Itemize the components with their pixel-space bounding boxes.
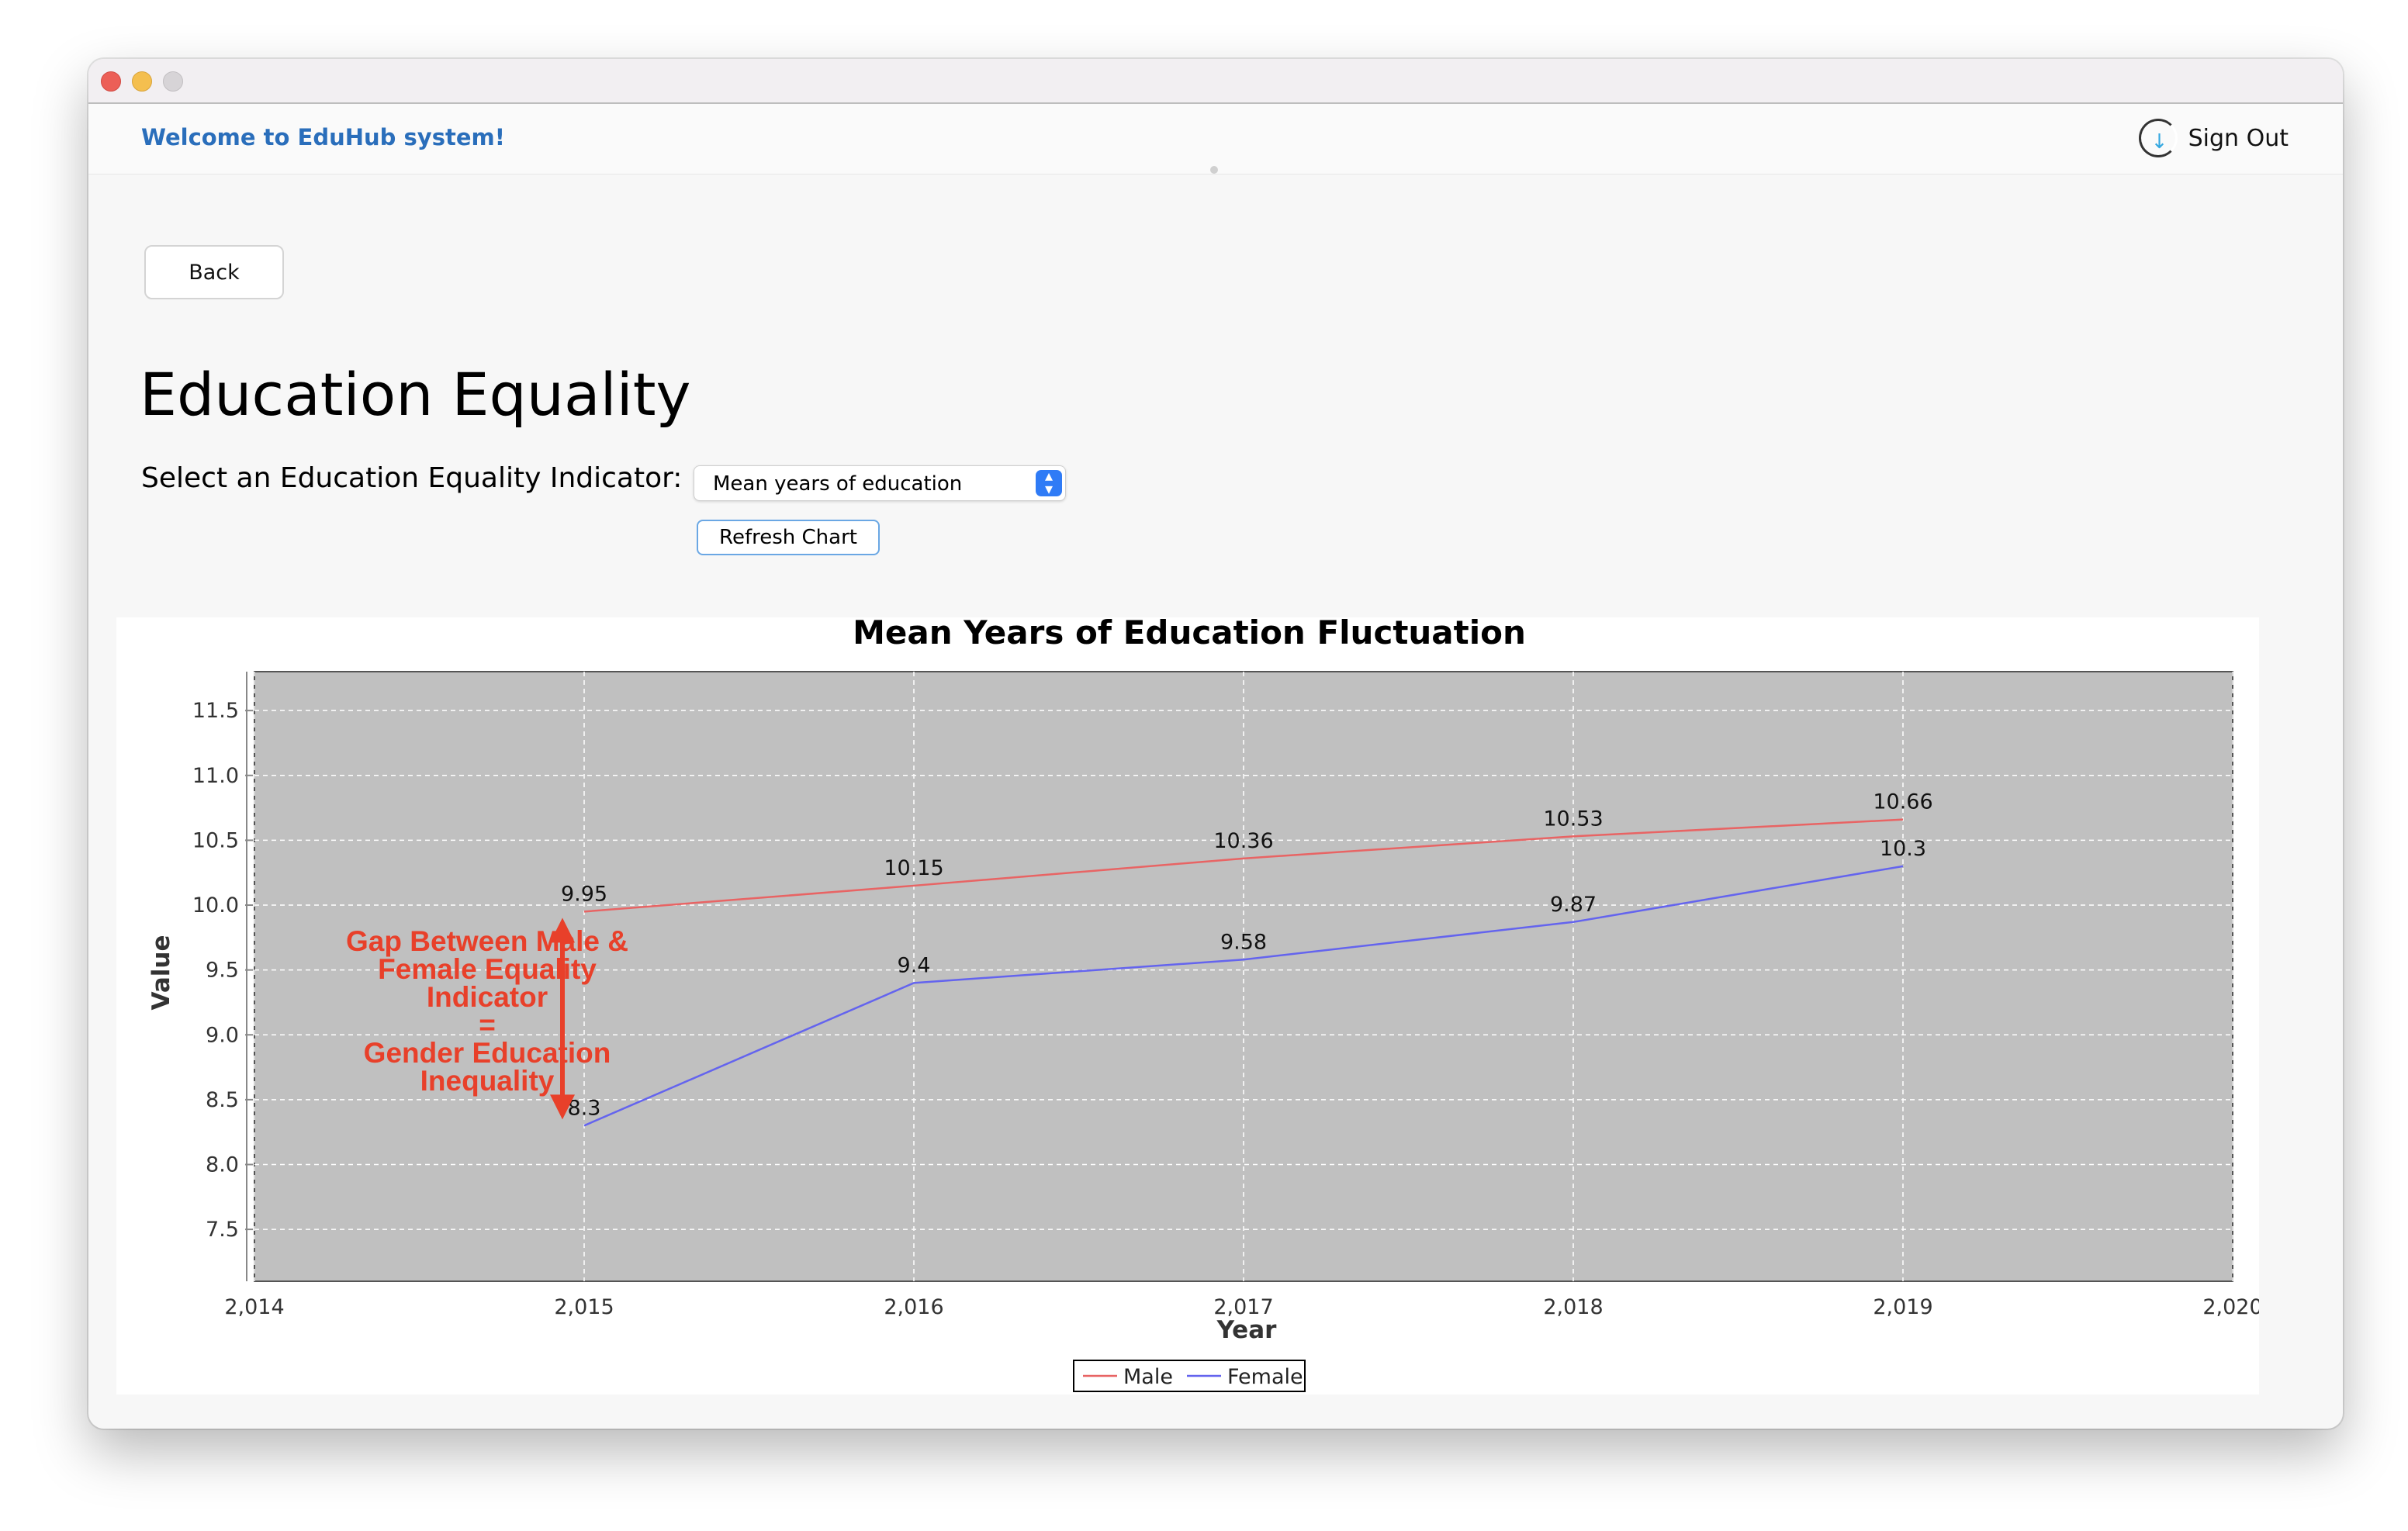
- x-axis-title: Year: [1216, 1316, 1278, 1344]
- annotation-text-line: Gap Between Male &: [346, 925, 628, 957]
- annotation-text-line: Gender Education: [364, 1037, 611, 1069]
- refresh-chart-button[interactable]: Refresh Chart: [697, 520, 880, 555]
- app-header: Welcome to EduHub system! ↓ Sign Out: [88, 104, 2343, 175]
- chart-panel: Mean Years of Education Fluctuation 7.5 8…: [116, 617, 2259, 1394]
- chart-title: Mean Years of Education Fluctuation: [853, 617, 1526, 651]
- page-title: Education Equality: [140, 360, 691, 429]
- split-pane-handle[interactable]: [1210, 166, 1218, 174]
- y-tick-label: 8.0: [206, 1153, 239, 1177]
- y-tick-label: 11.0: [192, 764, 239, 788]
- select-arrows-icon[interactable]: ▴ ▾: [1036, 468, 1062, 497]
- x-tick-label: 2,017: [1213, 1295, 1273, 1319]
- series-line-male: [583, 818, 1904, 913]
- gap-annotation: Gap Between Male &Female EqualityIndicat…: [346, 918, 628, 1120]
- data-label-female: 9.4: [898, 953, 931, 977]
- sign-out-icon[interactable]: ↓: [2138, 119, 2178, 157]
- y-tick-label: 10.0: [192, 893, 239, 918]
- sign-out-button[interactable]: ↓ Sign Out: [2138, 116, 2289, 160]
- x-tick-label: 2,016: [884, 1295, 943, 1319]
- data-label-female: 9.87: [1550, 893, 1597, 917]
- gap-arrow-head-up: [550, 918, 575, 943]
- series-line-female: [583, 865, 1904, 1127]
- data-label-male: 10.15: [884, 856, 943, 880]
- annotation-text-line: =: [479, 1009, 496, 1041]
- x-tick-label: 2,019: [1873, 1295, 1932, 1319]
- x-tick-label: 2,018: [1543, 1295, 1603, 1319]
- y-axis-ticks: 7.5 8.0 8.5 9.0 9.5 10.0 10.5 11.0 11.5: [192, 699, 253, 1242]
- y-axis-title: Value: [147, 935, 175, 1011]
- window-titlebar: [88, 59, 2343, 104]
- x-axis-ticks: 2,014 2,015 2,016 2,017 2,018 2,019 2,020: [224, 1295, 2259, 1319]
- annotation-text-line: Indicator: [427, 981, 548, 1013]
- series-lines: [583, 818, 1904, 1127]
- legend-label-male: Male: [1123, 1365, 1173, 1389]
- data-label-female: 10.3: [1880, 837, 1926, 861]
- y-tick-label: 10.5: [192, 828, 239, 852]
- line-chart: Mean Years of Education Fluctuation 7.5 8…: [147, 617, 2259, 1392]
- data-label-female: 8.3: [568, 1096, 601, 1120]
- x-tick-label: 2,014: [224, 1295, 284, 1319]
- annotation-text-line: Female Equality: [378, 953, 597, 985]
- back-button[interactable]: Back: [144, 245, 284, 299]
- x-tick-label: 2,015: [554, 1295, 614, 1319]
- indicator-select-value[interactable]: Mean years of education: [713, 472, 963, 496]
- minimize-window-button[interactable]: [132, 71, 152, 92]
- indicator-label: Select an Education Equality Indicator:: [141, 462, 683, 494]
- data-labels: 9.95 10.15 10.36 10.53 10.66 8.3 9.4 9.58 9.87 10…: [561, 790, 1933, 1121]
- annotation-text-line: Inequality: [420, 1065, 555, 1097]
- y-tick-label: 9.0: [206, 1023, 239, 1047]
- y-tick-label: 7.5: [206, 1218, 239, 1242]
- welcome-message: Welcome to EduHub system!: [141, 124, 505, 150]
- indicator-select[interactable]: Mean years of education ▴ ▾: [694, 465, 1066, 501]
- app-window: Welcome to EduHub system! ↓ Sign Out Bac…: [88, 59, 2343, 1429]
- grid-lines: [254, 672, 2233, 1281]
- data-label-male: 10.53: [1543, 807, 1603, 831]
- gap-arrow-head-down: [550, 1094, 575, 1120]
- y-tick-label: 11.5: [192, 699, 239, 723]
- close-window-button[interactable]: [101, 71, 121, 92]
- data-label-male: 10.36: [1213, 829, 1273, 853]
- y-tick-label: 8.5: [206, 1088, 239, 1112]
- x-tick-label: 2,020: [2202, 1295, 2259, 1319]
- data-label-female: 9.58: [1220, 930, 1267, 954]
- y-tick-label: 9.5: [206, 959, 239, 983]
- legend-label-female: Female: [1227, 1365, 1303, 1389]
- data-label-male: 9.95: [561, 882, 607, 906]
- chart-legend: Male Female: [1073, 1360, 1306, 1392]
- zoom-window-button[interactable]: [163, 71, 183, 92]
- sign-out-label[interactable]: Sign Out: [2188, 124, 2289, 152]
- data-label-male: 10.66: [1873, 790, 1932, 814]
